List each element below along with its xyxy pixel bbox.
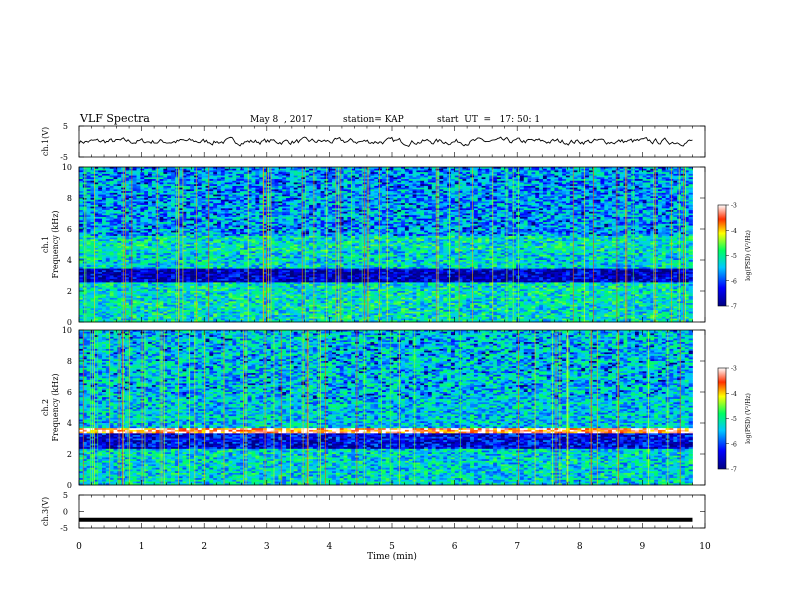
colorbar-label: log(PSD) (V²/Hz) bbox=[745, 230, 752, 281]
colorbar-tick-label: -6 bbox=[731, 278, 737, 285]
y-tick-label: 10 bbox=[62, 163, 72, 172]
x-tick-label: 1 bbox=[139, 542, 145, 552]
y-tick-label: 4 bbox=[67, 256, 72, 265]
y-tick-label: 10 bbox=[62, 326, 72, 335]
figure-title: VLF Spectra bbox=[80, 112, 150, 125]
y-tick-label: -5 bbox=[60, 153, 68, 162]
x-tick-label: 6 bbox=[452, 542, 458, 552]
y-axis-label: ch.2 bbox=[41, 399, 50, 416]
y-tick-label: 8 bbox=[67, 357, 72, 366]
y-tick-label: 5 bbox=[63, 122, 68, 131]
y-axis-label: ch.3(V) bbox=[41, 497, 50, 526]
y-tick-label: 6 bbox=[67, 388, 72, 397]
colorbar-tick-label: -3 bbox=[731, 203, 737, 210]
colorbar-tick-label: -7 bbox=[731, 467, 737, 474]
y-tick-label: 6 bbox=[67, 225, 72, 234]
x-tick-label: 0 bbox=[76, 542, 82, 552]
x-tick-label: 9 bbox=[640, 542, 646, 552]
y-tick-label: 4 bbox=[67, 419, 72, 428]
y-tick-label: 0 bbox=[63, 508, 68, 517]
y-tick-label: 2 bbox=[67, 450, 72, 459]
x-tick-label: 2 bbox=[201, 542, 207, 552]
colorbar-tick-label: -5 bbox=[731, 416, 737, 423]
x-tick-label: 10 bbox=[699, 542, 711, 552]
x-tick-label: 5 bbox=[389, 542, 395, 552]
y-axis-label: ch.1(V) bbox=[41, 127, 50, 156]
colorbar-tick-label: -7 bbox=[731, 304, 737, 311]
x-tick-label: 3 bbox=[264, 542, 270, 552]
ch1-voltage-trace bbox=[78, 136, 693, 147]
y-tick-label: 2 bbox=[67, 287, 72, 296]
colorbar-label: log(PSD) (V²/Hz) bbox=[745, 393, 752, 444]
y-tick-label: 0 bbox=[67, 318, 72, 327]
station-label: station= KAP bbox=[343, 115, 404, 125]
x-tick-label: 8 bbox=[577, 542, 583, 552]
y-axis-label: Frequency (kHz) bbox=[51, 210, 60, 278]
y-tick-label: 8 bbox=[67, 194, 72, 203]
y-tick-label: 5 bbox=[63, 491, 68, 500]
date-label: May 8 , 2017 bbox=[250, 115, 313, 125]
colorbar-tick-label: -4 bbox=[731, 391, 737, 398]
y-axis-label: ch.1 bbox=[41, 236, 50, 253]
ch2-spectrogram-cells bbox=[79, 330, 693, 486]
start-time-label: start UT = 17: 50: 1 bbox=[437, 115, 540, 125]
colorbar-tick-label: -3 bbox=[731, 366, 737, 373]
ch2-spectrogram-colorbar bbox=[717, 367, 727, 470]
ch1-spectrogram-colorbar bbox=[717, 204, 727, 307]
colorbar-tick-label: -5 bbox=[731, 253, 737, 260]
y-tick-label: -5 bbox=[60, 524, 68, 533]
x-axis-label: Time (min) bbox=[367, 551, 417, 562]
x-tick-label: 4 bbox=[327, 542, 333, 552]
colorbar-tick-label: -6 bbox=[731, 441, 737, 448]
ch1-spectrogram-cells bbox=[79, 167, 693, 323]
y-tick-label: 0 bbox=[67, 481, 72, 490]
x-tick-label: 7 bbox=[514, 542, 520, 552]
colorbar-tick-label: -4 bbox=[731, 228, 737, 235]
y-axis-label: Frequency (kHz) bbox=[51, 373, 60, 441]
